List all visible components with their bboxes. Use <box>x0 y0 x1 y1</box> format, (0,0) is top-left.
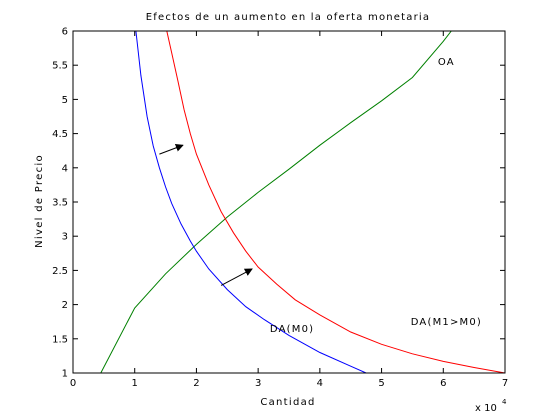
y-tick-label: 2 <box>62 300 68 311</box>
shift-arrow-1 <box>159 143 184 155</box>
y-tick-label: 6 <box>62 27 68 38</box>
x-tick-label: 7 <box>502 378 508 389</box>
annotation-oa: OA <box>438 57 455 68</box>
y-tick-label: 4 <box>62 163 68 174</box>
y-axis-ticks: 1 1.5 2 2.5 3 3.5 4 4.5 5 5.5 6 <box>52 27 505 380</box>
x-tick-label: 0 <box>70 378 76 389</box>
y-tick-label: 1 <box>62 369 68 380</box>
series-line-da-m1-m0 <box>166 31 505 373</box>
x-tick-label: 3 <box>255 378 261 389</box>
x-axis-multiplier-exponent: 4 <box>502 398 507 406</box>
y-tick-label: 3.5 <box>52 198 68 209</box>
y-tick-label: 3 <box>62 232 68 243</box>
x-axis-label: Cantidad <box>260 397 315 408</box>
y-tick-label: 5 <box>62 95 68 106</box>
annotation-da-m0: DA(M0) <box>270 324 314 335</box>
chart-title: Efectos de un aumento en la oferta monet… <box>146 12 430 23</box>
x-tick-label: 6 <box>440 378 446 389</box>
y-axis-label: Nivel de Precio <box>34 154 45 248</box>
y-tick-label: 4.5 <box>52 129 68 140</box>
y-tick-label: 2.5 <box>52 266 68 277</box>
annotation-da-m1-m0: DA(M1>M0) <box>411 317 482 328</box>
x-tick-label: 5 <box>378 378 384 389</box>
shift-arrows <box>159 143 253 286</box>
series-line-oa <box>100 31 452 373</box>
curve-annotations: OA DA(M0) DA(M1>M0) <box>270 57 482 335</box>
x-tick-label: 2 <box>193 378 199 389</box>
plot-curves <box>100 31 505 373</box>
shift-arrow-2 <box>220 268 253 286</box>
x-axis-multiplier: x 10 <box>475 403 497 414</box>
x-tick-label: 1 <box>132 378 138 389</box>
y-tick-label: 5.5 <box>52 61 68 72</box>
x-tick-label: 4 <box>317 378 323 389</box>
series-line-da-m0 <box>135 31 367 373</box>
x-axis-ticks: 0 1 2 3 4 5 6 7 <box>70 31 508 389</box>
y-tick-label: 1.5 <box>52 334 68 345</box>
